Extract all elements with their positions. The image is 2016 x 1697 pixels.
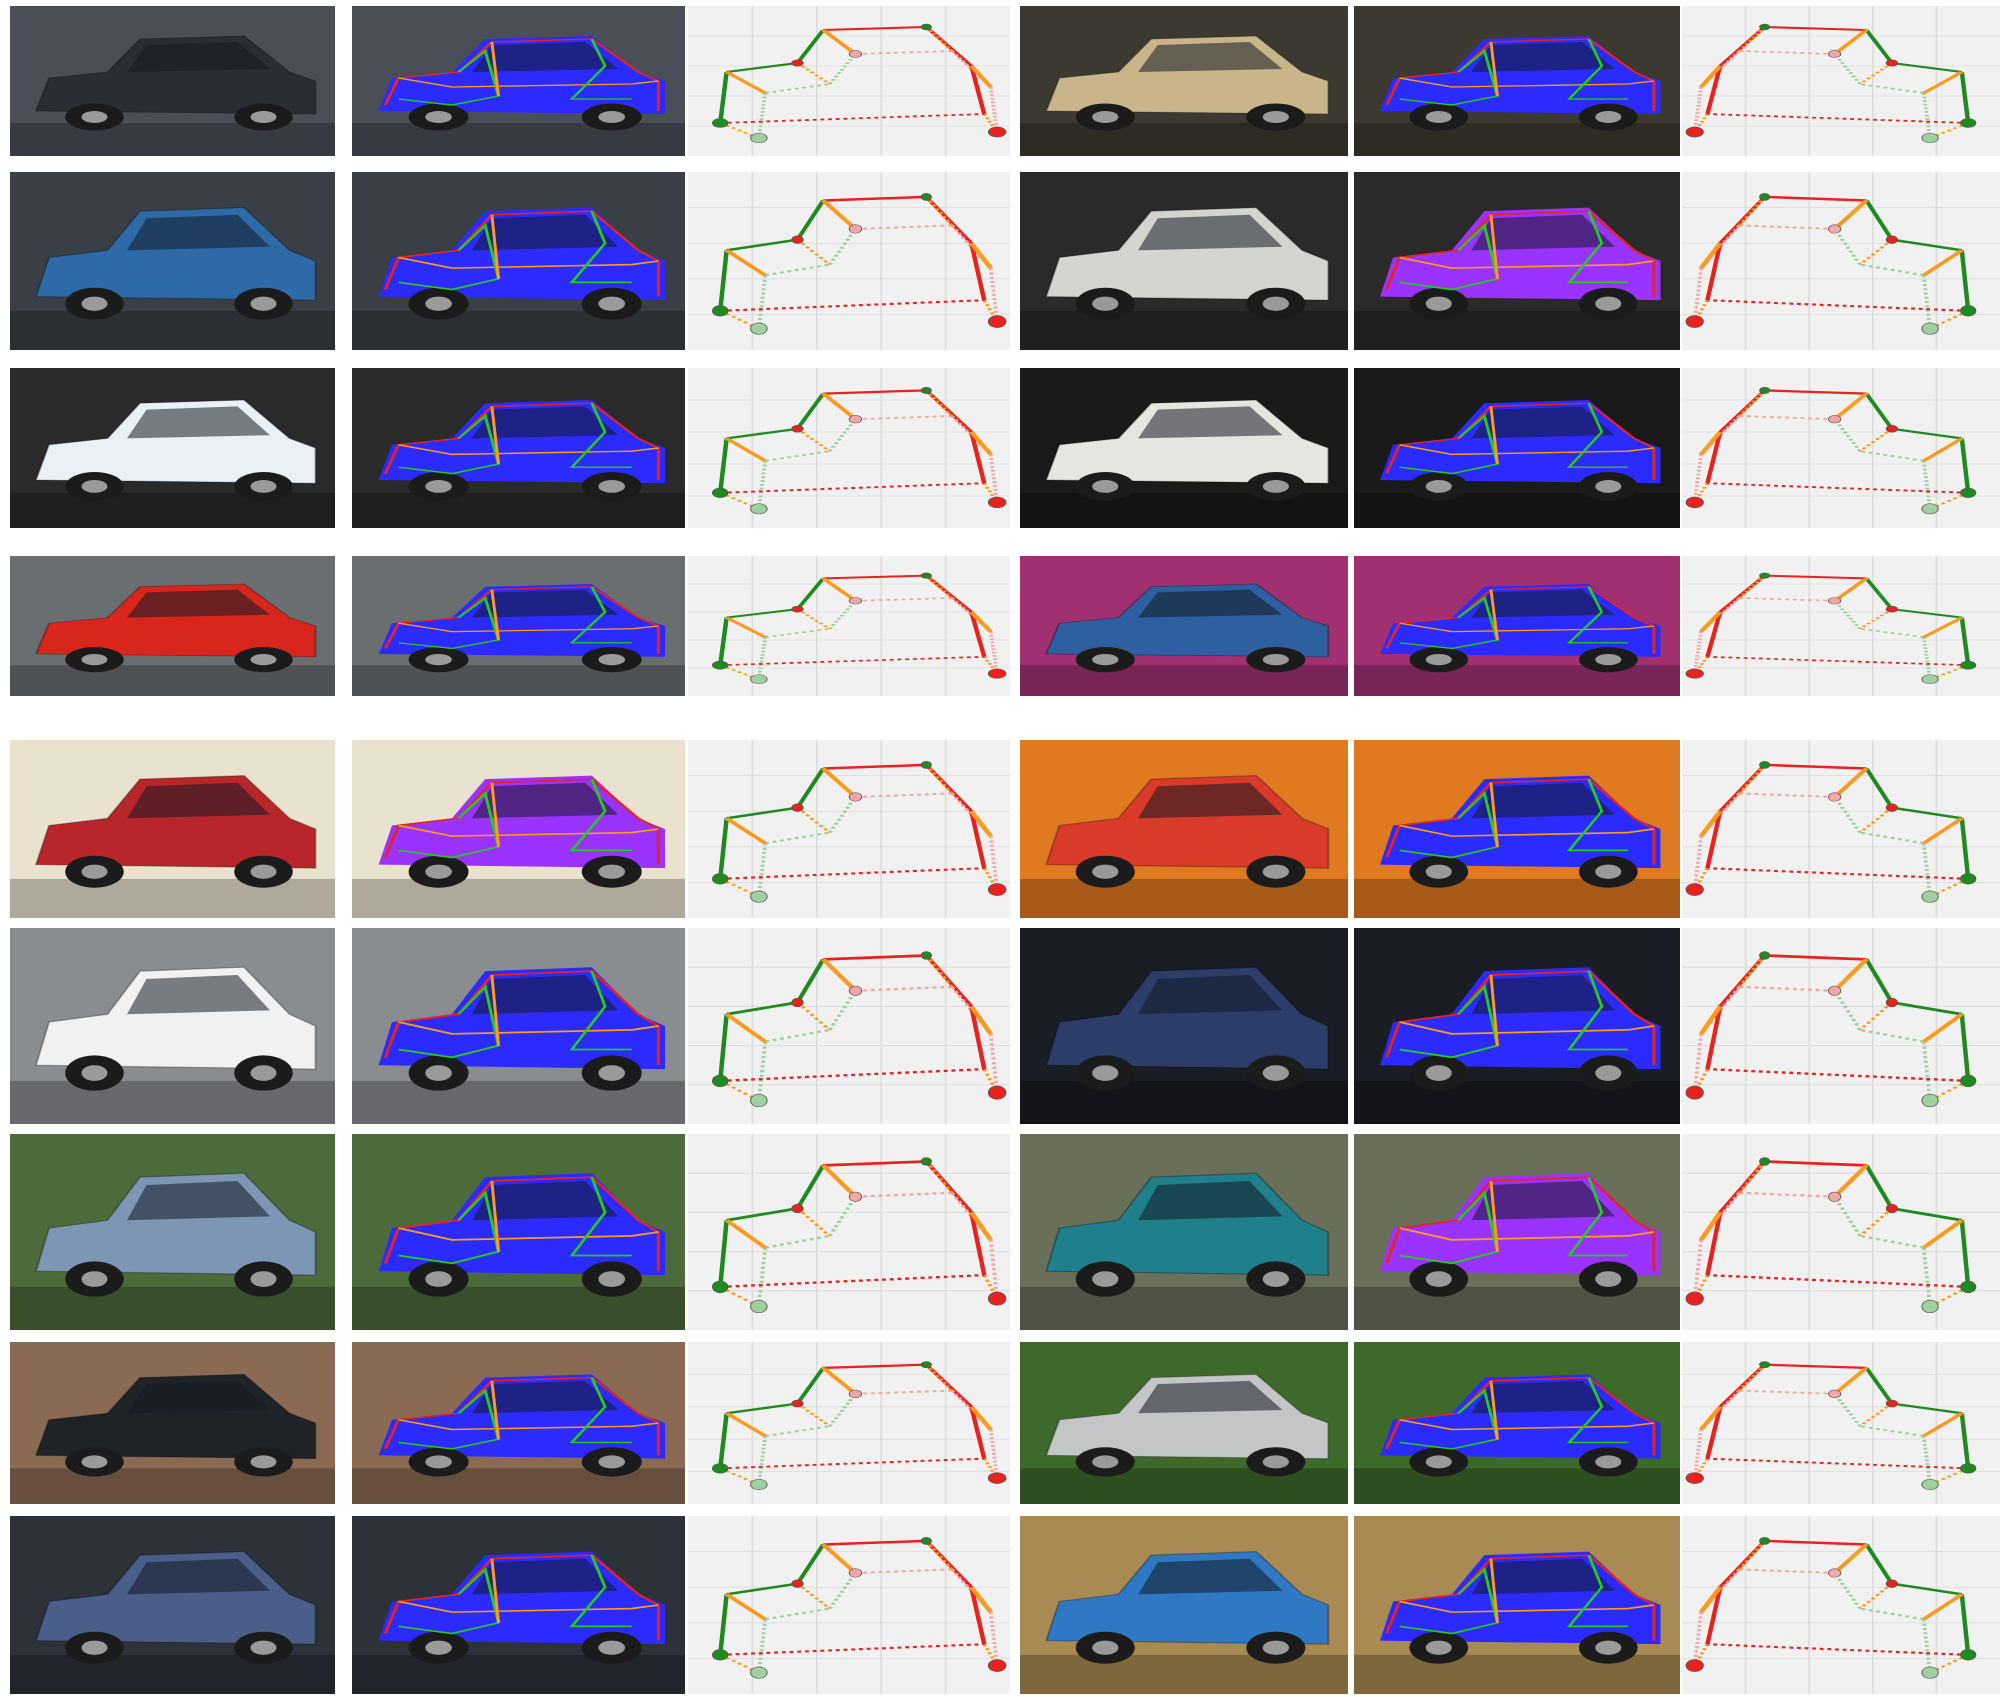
photo-right-5: [1020, 740, 1348, 918]
photo-right-7: [1020, 1134, 1348, 1330]
overlay-right-9: [1354, 1516, 1680, 1694]
keypoint-plot-right-8: [1682, 1342, 2000, 1504]
overlay-left-3: [352, 368, 685, 528]
keypoint-plot-right-2: [1682, 172, 2000, 350]
overlay-right-8: [1354, 1342, 1680, 1504]
overlay-right-7: [1354, 1134, 1680, 1330]
photo-right-6: [1020, 928, 1348, 1124]
overlay-right-1: [1354, 6, 1680, 156]
keypoint-plot-left-2: [688, 172, 1010, 350]
photo-right-1: [1020, 6, 1348, 156]
keypoint-plot-right-7: [1682, 1134, 2000, 1330]
overlay-right-6: [1354, 928, 1680, 1124]
keypoint-plot-left-7: [688, 1134, 1010, 1330]
overlay-right-5: [1354, 740, 1680, 918]
photo-right-9: [1020, 1516, 1348, 1694]
photo-left-3: [10, 368, 335, 528]
photo-left-8: [10, 1342, 335, 1504]
overlay-right-4: [1354, 556, 1680, 696]
keypoint-plot-right-6: [1682, 928, 2000, 1124]
photo-right-3: [1020, 368, 1348, 528]
keypoint-plot-left-9: [688, 1516, 1010, 1694]
overlay-left-9: [352, 1516, 685, 1694]
overlay-right-3: [1354, 368, 1680, 528]
overlay-left-8: [352, 1342, 685, 1504]
overlay-left-1: [352, 6, 685, 156]
overlay-right-2: [1354, 172, 1680, 350]
keypoint-plot-right-3: [1682, 368, 2000, 528]
photo-left-4: [10, 556, 335, 696]
keypoint-plot-right-9: [1682, 1516, 2000, 1694]
overlay-left-7: [352, 1134, 685, 1330]
keypoint-plot-left-3: [688, 368, 1010, 528]
photo-right-8: [1020, 1342, 1348, 1504]
photo-left-6: [10, 928, 335, 1124]
keypoint-plot-left-4: [688, 556, 1010, 696]
photo-left-2: [10, 172, 335, 350]
photo-right-4: [1020, 556, 1348, 696]
photo-left-7: [10, 1134, 335, 1330]
keypoint-plot-left-6: [688, 928, 1010, 1124]
photo-left-9: [10, 1516, 335, 1694]
overlay-left-4: [352, 556, 685, 696]
overlay-left-2: [352, 172, 685, 350]
keypoint-plot-left-8: [688, 1342, 1010, 1504]
keypoint-plot-left-5: [688, 740, 1010, 918]
keypoint-plot-left-1: [688, 6, 1010, 156]
overlay-left-6: [352, 928, 685, 1124]
keypoint-plot-right-4: [1682, 556, 2000, 696]
photo-left-5: [10, 740, 335, 918]
keypoint-plot-right-5: [1682, 740, 2000, 918]
overlay-left-5: [352, 740, 685, 918]
keypoint-plot-right-1: [1682, 6, 2000, 156]
photo-right-2: [1020, 172, 1348, 350]
photo-left-1: [10, 6, 335, 156]
